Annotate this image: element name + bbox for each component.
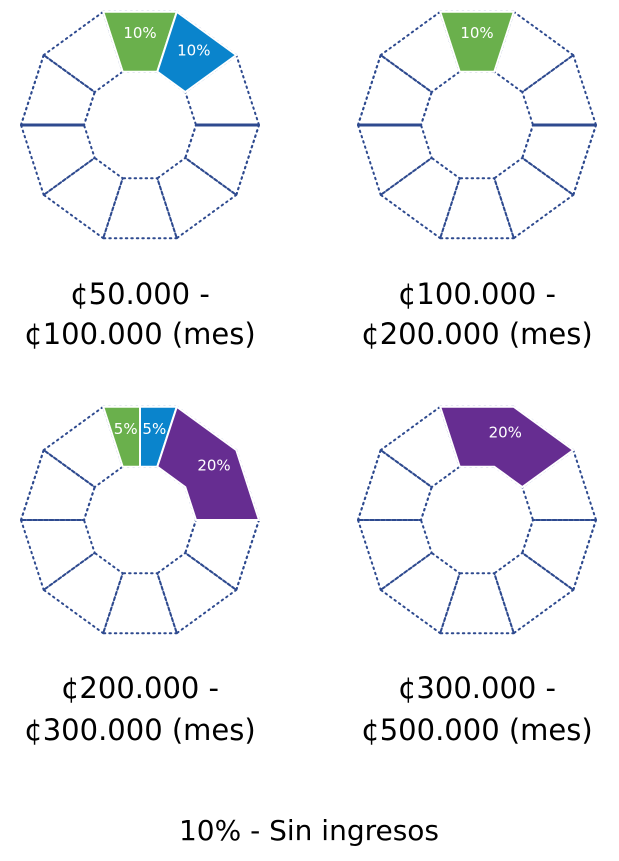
segment-outline xyxy=(156,551,239,635)
segment-outline xyxy=(493,551,576,635)
chart-title: ¢500.000 (mes) xyxy=(361,713,592,747)
chart-title: ¢50.000 - xyxy=(70,277,210,311)
segment-label: 10% xyxy=(460,24,493,42)
segment-outline xyxy=(438,572,516,635)
segment-outline xyxy=(356,519,433,592)
segment-outline xyxy=(19,124,96,197)
segment xyxy=(156,405,261,521)
chart-title: ¢200.000 (mes) xyxy=(361,317,592,351)
chart-title: ¢300.000 - xyxy=(398,671,556,705)
segment-outline xyxy=(101,177,179,240)
chart-group: 10% ¢100.000 - ¢200.000 (mes) xyxy=(356,10,598,351)
segment-label: 20% xyxy=(197,457,230,475)
segment-label: 10% xyxy=(177,41,210,59)
chart-title: ¢100.000 - xyxy=(398,277,556,311)
segment-outline xyxy=(156,156,239,240)
footer: 10% - Sin ingresos xyxy=(179,814,439,847)
segment-outline xyxy=(378,551,461,635)
chart-title: ¢200.000 - xyxy=(61,671,219,705)
segment-label: 5% xyxy=(142,420,166,438)
segment-outline xyxy=(19,519,96,592)
segment-outline xyxy=(521,53,598,126)
chart-title: ¢100.000 (mes) xyxy=(24,317,255,351)
segment-label: 5% xyxy=(114,420,138,438)
segment-outline xyxy=(101,572,179,635)
segment-outline xyxy=(41,551,124,635)
segment-label: 20% xyxy=(489,423,522,441)
segment xyxy=(438,10,516,73)
segment xyxy=(438,405,576,489)
chart-group: 5% 5% 20% ¢200.000 - ¢300.000 (mes) xyxy=(19,405,261,747)
segment-outline xyxy=(493,156,576,240)
segment xyxy=(156,10,239,94)
segment-outline xyxy=(356,124,433,197)
chart-group: 10% 10% ¢50.000 - ¢100.000 (mes) xyxy=(19,10,261,351)
segment-outline xyxy=(378,156,461,240)
segment-outline xyxy=(438,177,516,240)
chart-group: 20% ¢300.000 - ¢500.000 (mes) xyxy=(356,405,598,747)
segment-label: 10% xyxy=(123,24,156,42)
chart-title: ¢300.000 (mes) xyxy=(24,713,255,747)
segment-outline xyxy=(41,156,124,240)
